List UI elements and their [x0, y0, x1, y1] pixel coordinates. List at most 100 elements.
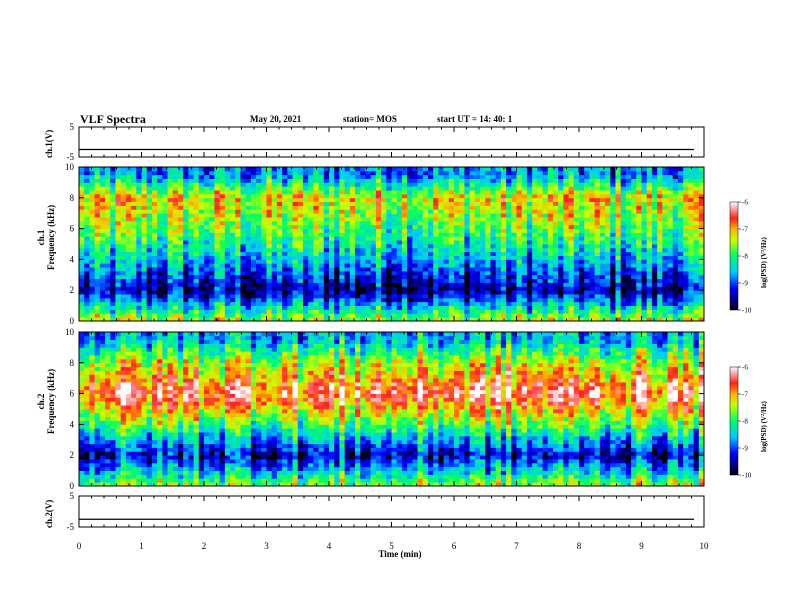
heatmap-cell [615, 186, 622, 191]
heatmap-cell [500, 197, 507, 203]
heatmap-cell [605, 305, 611, 310]
heatmap-cell [417, 190, 424, 195]
heatmap-cell [469, 267, 476, 272]
heatmap-cell [219, 244, 226, 249]
heatmap-cell [599, 270, 606, 276]
heatmap-cell [396, 305, 403, 310]
heatmap-cell [370, 313, 377, 318]
heatmap-cell [532, 305, 538, 310]
heatmap-cell [219, 251, 226, 256]
heatmap-cell [131, 205, 137, 210]
heatmap-cell [521, 190, 528, 195]
heatmap-cell [636, 274, 642, 280]
heatmap-cell [370, 294, 377, 299]
heatmap-cell [292, 267, 299, 272]
heatmap-cell [84, 174, 90, 179]
heatmap-cell [433, 193, 439, 199]
heatmap-cell [193, 201, 200, 206]
heatmap-cell [84, 267, 90, 272]
heatmap-cell [662, 244, 668, 249]
heatmap-cell [552, 290, 559, 295]
heatmap-cell [532, 274, 538, 280]
heatmap-cell [198, 309, 205, 314]
heatmap-cell [297, 167, 304, 172]
heatmap-cell [370, 282, 377, 287]
heatmap-cell [266, 232, 273, 237]
heatmap-cell [662, 205, 668, 210]
heatmap-cell [250, 282, 257, 287]
heatmap-cell [657, 247, 663, 253]
heatmap-cell [302, 201, 309, 206]
heatmap-cell [448, 205, 455, 210]
heatmap-cell [407, 263, 413, 268]
heatmap-cell [672, 232, 679, 237]
heatmap-cell [339, 313, 346, 318]
heatmap-cell [245, 236, 252, 241]
heatmap-cell [250, 305, 257, 310]
heatmap-cell [443, 190, 450, 195]
heatmap-cell [651, 197, 658, 203]
heatmap-cell [521, 232, 528, 237]
heatmap-cell [167, 309, 174, 314]
heatmap-cell [193, 190, 200, 195]
heatmap-cell [391, 282, 398, 287]
heatmap-cell [469, 197, 476, 203]
heatmap-cell [521, 282, 528, 287]
heatmap-cell [526, 228, 533, 233]
heatmap-cell [620, 174, 627, 179]
heatmap-cell [261, 190, 267, 195]
heatmap-cell [474, 263, 481, 268]
heatmap-cell [594, 294, 601, 299]
heatmap-cell [282, 255, 288, 260]
heatmap-cell [365, 259, 372, 264]
heatmap-cell [485, 297, 491, 303]
heatmap-cell [84, 232, 90, 237]
heatmap-cell [105, 213, 111, 218]
heatmap-cell [146, 205, 153, 210]
heatmap-cell [464, 224, 471, 229]
heatmap-cell [474, 282, 481, 287]
heatmap-cell [516, 182, 523, 187]
heatmap-cell [417, 244, 424, 249]
heatmap-cell [599, 282, 606, 287]
heatmap-cell [594, 282, 601, 287]
heatmap-cell [292, 274, 299, 280]
heatmap-cell [573, 259, 580, 264]
heatmap-cell [349, 294, 356, 299]
heatmap-cell [480, 228, 486, 233]
heatmap-cell [360, 270, 366, 276]
heatmap-cell [579, 224, 585, 229]
heatmap-cell [308, 236, 314, 241]
heatmap-cell [646, 178, 653, 183]
heatmap-cell [464, 201, 471, 206]
heatmap-cell [636, 224, 642, 229]
heatmap-cell [318, 309, 325, 314]
heatmap-cell [427, 224, 434, 229]
heatmap-cell [110, 240, 116, 245]
heatmap-cell [547, 313, 554, 318]
heatmap-cell [698, 244, 705, 249]
heatmap-cell [162, 290, 168, 295]
heatmap-cell [349, 259, 356, 264]
heatmap-cell [698, 278, 705, 283]
heatmap-cell [506, 186, 512, 191]
heatmap-cell [636, 263, 642, 268]
heatmap-cell [370, 182, 377, 187]
heatmap-cell [177, 244, 184, 249]
heatmap-cell [448, 247, 455, 253]
heatmap-cell [672, 217, 679, 222]
heatmap-cell [141, 263, 148, 268]
heatmap-cell [662, 220, 668, 226]
heatmap-cell [193, 209, 200, 214]
heatmap-cell [183, 232, 189, 237]
heatmap-cell [605, 301, 611, 306]
heatmap-cell [417, 220, 424, 226]
heatmap-cell [224, 209, 231, 214]
heatmap-cell [188, 290, 194, 295]
heatmap-cell [250, 209, 257, 214]
heatmap-cell [459, 259, 465, 264]
heatmap-cell [209, 182, 215, 187]
heatmap-cell [151, 290, 158, 295]
heatmap-cell [438, 274, 444, 280]
heatmap-cell [271, 286, 278, 291]
